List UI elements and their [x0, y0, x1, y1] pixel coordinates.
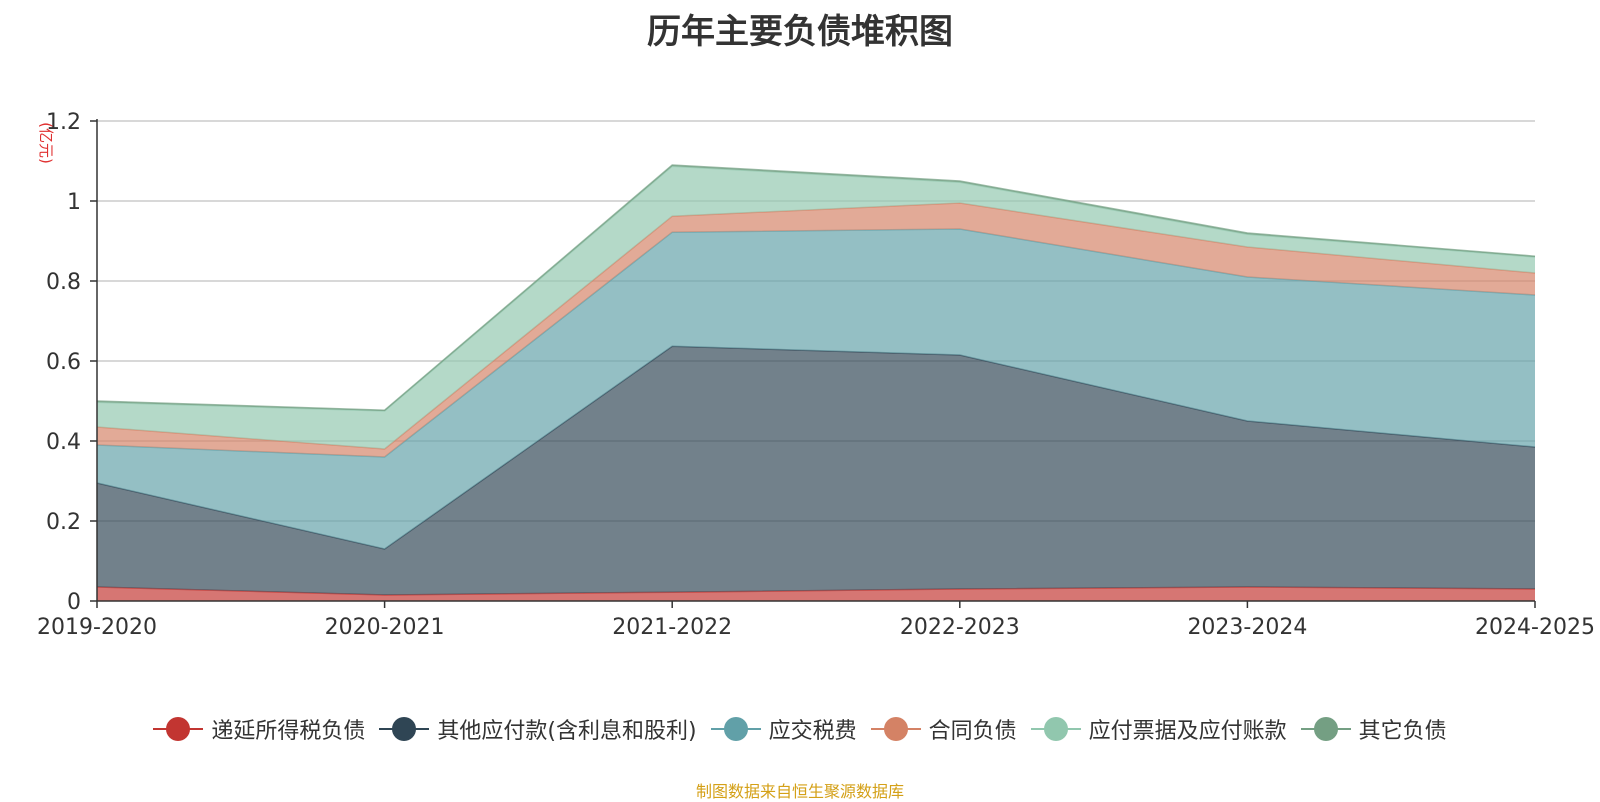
- legend-item-2[interactable]: 应交税费: [710, 713, 857, 745]
- legend-item-1[interactable]: 其他应付款(含利息和股利): [379, 713, 697, 745]
- legend: 递延所得税负债 其他应付款(含利息和股利) 应交税费 合同负债 应付票据及应付账款 其它负…: [0, 713, 1600, 745]
- legend-label: 其他应付款(含利息和股利): [437, 719, 697, 744]
- x-tick-label: 2023-2024: [1187, 615, 1307, 640]
- area-series-4: [97, 166, 1535, 449]
- x-tick-label: 2021-2022: [612, 615, 732, 640]
- area-series-0: [97, 587, 1535, 601]
- legend-label: 其它负债: [1358, 719, 1447, 744]
- y-tick-label: 0.4: [46, 430, 81, 455]
- legend-label: 应交税费: [768, 719, 857, 744]
- legend-item-3[interactable]: 合同负债: [870, 713, 1017, 745]
- area-series-1: [97, 346, 1535, 595]
- y-tick-label: 0.2: [46, 510, 81, 535]
- y-tick-label: 0.6: [46, 350, 81, 375]
- legend-item-5[interactable]: 其它负债: [1300, 713, 1447, 745]
- y-tick-label: 1.2: [46, 110, 81, 135]
- legend-marker-icon: [379, 717, 430, 741]
- source-note: 制图数据来自恒生聚源数据库: [695, 782, 904, 801]
- y-tick-label: 0.8: [46, 270, 81, 295]
- chart-title: 历年主要负债堆积图: [647, 12, 953, 52]
- legend-marker-icon: [153, 717, 204, 741]
- area-edge-5: [96, 164, 1536, 411]
- x-tick-label: 2019-2020: [37, 615, 157, 640]
- legend-marker-icon: [870, 717, 921, 741]
- area-series-2: [97, 229, 1535, 549]
- axes: 0 0.2 0.4 0.6 0.8 1 1.2 2019-2020 2020-2021 2021-…: [37, 110, 1595, 640]
- area-series-3: [97, 203, 1535, 457]
- legend-label: 合同负债: [928, 719, 1017, 744]
- legend-marker-icon: [1300, 717, 1351, 741]
- y-tick-label: 1: [67, 190, 81, 215]
- legend-item-0[interactable]: 递延所得税负债: [153, 713, 365, 745]
- legend-marker-icon: [1030, 717, 1081, 741]
- y-tick-label: 0: [67, 590, 81, 615]
- y-axis-unit-label: (亿元): [37, 122, 55, 164]
- legend-marker-icon: [710, 717, 761, 741]
- x-tick-label: 2022-2023: [900, 615, 1020, 640]
- x-tick-label: 2024-2025: [1475, 615, 1595, 640]
- legend-label: 递延所得税负债: [211, 719, 366, 744]
- stacked-areas: [96, 164, 1536, 601]
- legend-item-4[interactable]: 应付票据及应付账款: [1030, 713, 1287, 745]
- x-tick-label: 2020-2021: [325, 615, 445, 640]
- legend-label: 应付票据及应付账款: [1088, 719, 1287, 744]
